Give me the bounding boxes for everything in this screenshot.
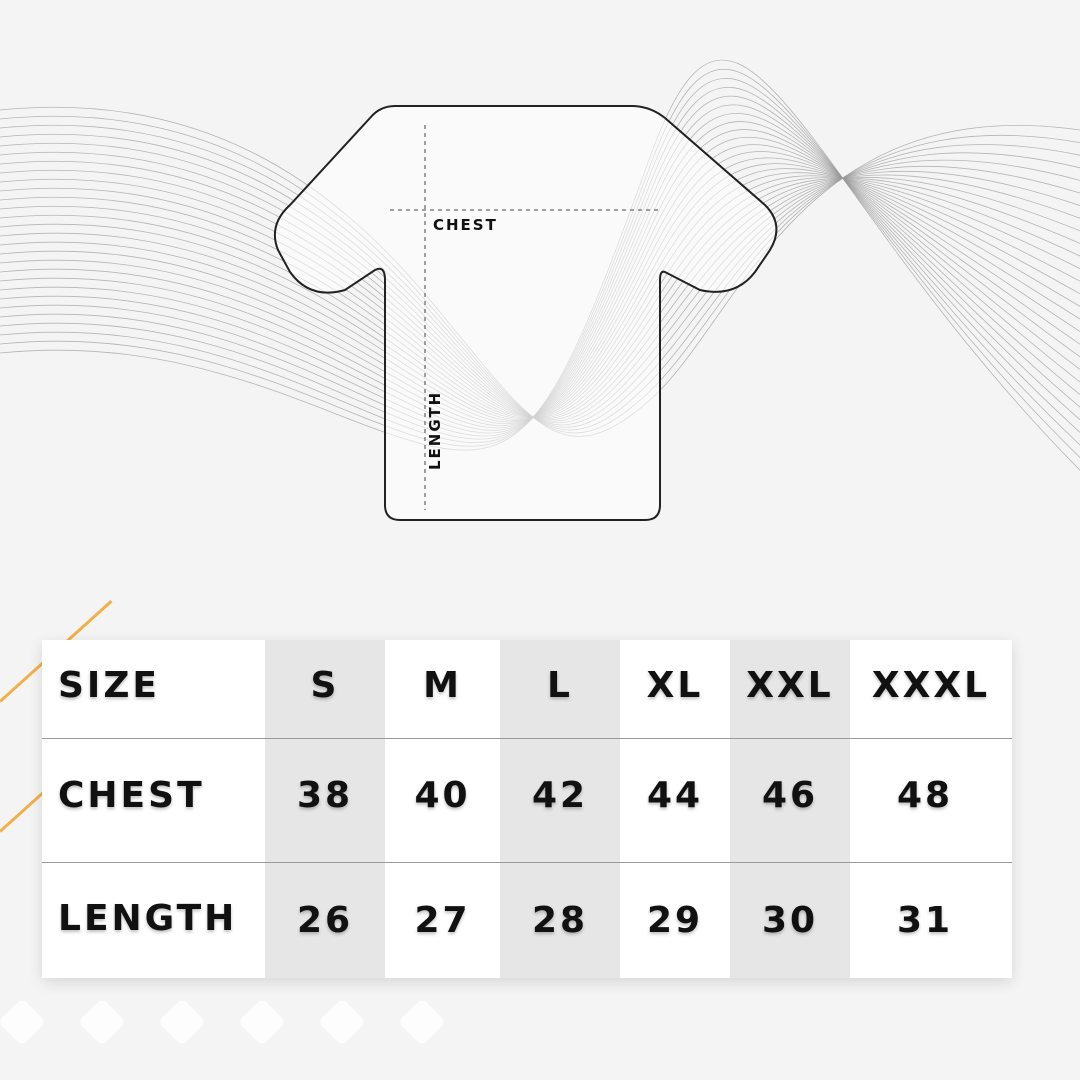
length-xxl: 30 [761,900,819,941]
chest-label: CHEST [433,216,498,234]
shaded-column-xxl [730,640,850,978]
row-label-length: LENGTH [58,898,238,939]
length-xxxl: 31 [896,900,954,941]
header-s: S [310,665,340,706]
shaded-column-l [500,640,620,978]
row-divider [42,738,1012,739]
row-label-chest: CHEST [58,775,205,816]
header-xxxl: XXXL [871,665,991,706]
tshirt-outline [274,105,778,521]
header-xxl: XXL [746,665,834,706]
chest-xxl: 46 [761,775,819,816]
chest-xl: 44 [646,775,704,816]
length-label: LENGTH [426,390,444,470]
shaded-column-s [265,640,385,978]
size-chart-table: SIZE S M L XL XXL XXXL CHEST 38 40 42 44… [42,640,1012,978]
chest-m: 40 [414,775,471,816]
header-m: M [423,665,462,706]
length-m: 27 [414,900,471,941]
row-divider [42,862,1012,863]
header-l: L [547,665,573,706]
length-s: 26 [296,900,354,941]
header-xl: XL [646,665,704,706]
chest-xxxl: 48 [896,775,954,816]
chest-l: 42 [531,775,589,816]
chest-s: 38 [296,775,354,816]
length-xl: 29 [646,900,704,941]
length-l: 28 [531,900,589,941]
header-size: SIZE [58,665,161,706]
